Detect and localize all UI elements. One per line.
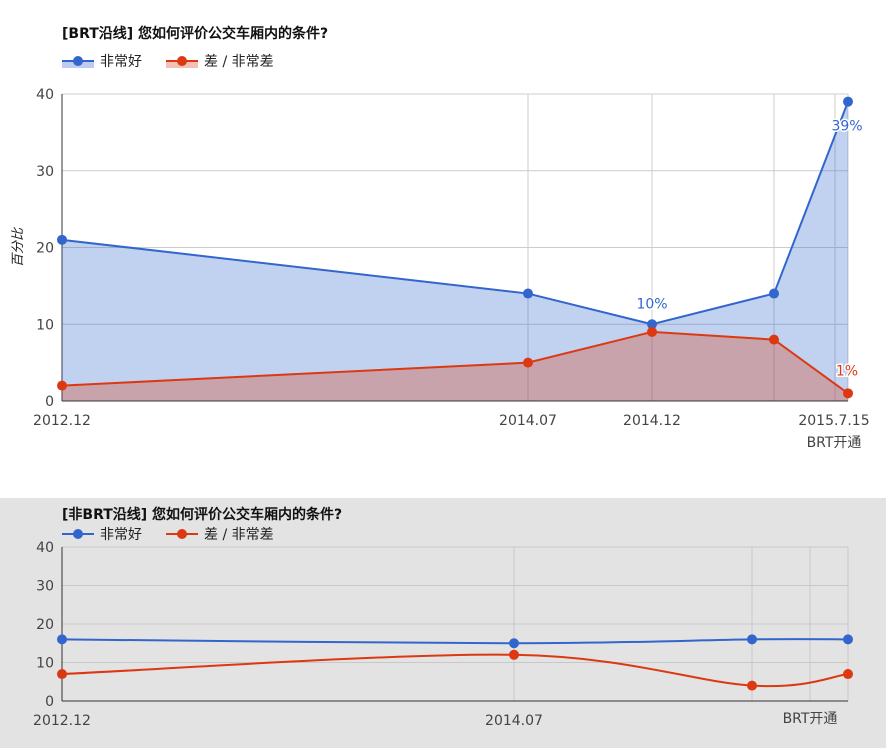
data-point — [843, 388, 853, 399]
legend: 非常好 差 / 非常差 — [62, 524, 298, 544]
data-label: 39% — [831, 119, 862, 135]
data-point — [57, 234, 67, 245]
data-point — [647, 319, 657, 330]
data-point — [523, 288, 533, 299]
legend-label-bad: 差 / 非常差 — [204, 527, 274, 543]
chart-plot-brt: 0 10 20 30 40 10% 39% 1% 2012.12 2014.07 2014.12 20… — [11, 87, 870, 451]
legend-item-bad[interactable]: 差 / 非常差 — [166, 51, 274, 71]
series-line — [61, 638, 849, 645]
data-point — [57, 380, 67, 391]
y-tick-label: 20 — [36, 241, 54, 257]
y-tick-label: 10 — [36, 656, 54, 672]
data-point — [57, 634, 67, 645]
data-point — [747, 634, 757, 645]
y-tick-label: 40 — [36, 87, 54, 103]
x-tick-label: 2012.12 — [33, 713, 91, 729]
x-tick-label: 2014.07 — [485, 713, 543, 729]
x-tick-label: 2015.7.15 — [798, 413, 869, 429]
legend-swatch-good — [62, 527, 94, 541]
data-point — [843, 669, 853, 680]
legend-label-good: 非常好 — [100, 527, 142, 543]
data-label: 10% — [636, 296, 667, 312]
chart-title: [非BRT沿线] 您如何评价公交车厢内的条件? — [62, 507, 343, 523]
y-tick-label: 40 — [36, 540, 54, 556]
annotation-label: BRT开通 — [807, 435, 862, 451]
y-tick-label: 10 — [36, 317, 54, 333]
x-tick-label: 2014.12 — [623, 413, 681, 429]
legend-swatch-bad — [166, 54, 198, 68]
legend-item-bad[interactable]: 差 / 非常差 — [166, 524, 274, 544]
y-axis-label: 百分比 — [11, 227, 26, 267]
data-point — [647, 326, 657, 337]
chart-title: [BRT沿线] 您如何评价公交车厢内的条件? — [62, 26, 329, 42]
data-label: 1% — [836, 363, 858, 379]
data-point — [843, 96, 853, 107]
legend-swatch-bad — [166, 527, 198, 541]
x-tick-label: 2014.07 — [499, 413, 557, 429]
x-tick-label: 2012.12 — [33, 413, 91, 429]
chart-panel-non-brt: [非BRT沿线] 您如何评价公交车厢内的条件? 非常好 差 / 非常差 0 10 2… — [0, 498, 886, 748]
y-tick-label: 30 — [36, 164, 54, 180]
legend-item-good[interactable]: 非常好 — [62, 51, 142, 71]
data-point — [769, 334, 779, 345]
data-point — [523, 357, 533, 368]
legend-label-bad: 差 / 非常差 — [204, 54, 274, 70]
legend: 非常好 差 / 非常差 — [62, 51, 298, 71]
annotation-label: BRT开通 — [783, 711, 838, 727]
chart-panel-brt: [BRT沿线] 您如何评价公交车厢内的条件? 非常好 差 / 非常差 0 10 20… — [11, 26, 870, 451]
y-tick-label: 0 — [45, 694, 54, 710]
legend-swatch-good — [62, 54, 94, 68]
y-tick-label: 20 — [36, 617, 54, 633]
data-point — [747, 680, 757, 691]
data-point — [769, 288, 779, 299]
legend-item-good[interactable]: 非常好 — [62, 524, 142, 544]
data-point — [509, 638, 519, 649]
legend-label-good: 非常好 — [100, 54, 142, 70]
y-tick-label: 30 — [36, 579, 54, 595]
chart-plot-non-brt: 0 10 20 30 40 2012.12 2014.07 BRT开通 — [33, 540, 853, 729]
data-point — [57, 669, 67, 680]
data-point — [843, 634, 853, 645]
data-point — [509, 649, 519, 660]
series-line — [61, 653, 849, 688]
y-tick-label: 0 — [45, 394, 54, 410]
